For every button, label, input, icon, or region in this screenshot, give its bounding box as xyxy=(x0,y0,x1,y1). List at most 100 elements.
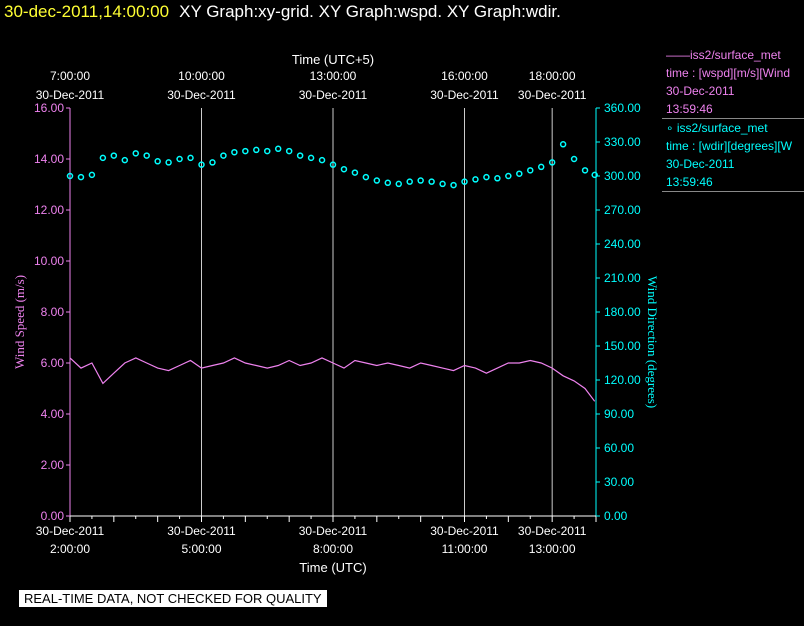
bottom-tick-date: 30-Dec-2011 xyxy=(36,524,105,538)
wind-direction-point xyxy=(88,171,96,179)
wind-direction-point xyxy=(570,155,578,163)
wind-direction-point xyxy=(209,159,216,166)
wind-direction-point xyxy=(537,163,545,171)
wind-direction-point xyxy=(99,154,107,162)
top-tick-date: 30-Dec-2011 xyxy=(299,88,368,102)
right-tick-label: 30.00 xyxy=(604,475,634,489)
right-tick-label: 330.00 xyxy=(604,135,641,149)
wind-direction-point xyxy=(264,147,271,155)
top-tick-date: 30-Dec-2011 xyxy=(430,88,499,102)
title-graph-names: XY Graph:xy-grid. XY Graph:wspd. XY Grap… xyxy=(179,2,561,21)
bottom-tick-date: 30-Dec-2011 xyxy=(167,524,236,538)
wind-direction-point xyxy=(154,158,161,165)
top-tick-time: 16:00:00 xyxy=(441,69,488,83)
left-tick-label: 0.00 xyxy=(41,509,65,523)
legend-source: iss2/surface_met xyxy=(676,121,768,135)
wind-direction-point xyxy=(450,181,457,189)
wind-direction-point xyxy=(307,154,315,162)
wind-direction-point xyxy=(527,167,534,174)
wind-direction-point xyxy=(198,161,205,168)
wind-direction-point xyxy=(384,179,392,187)
legend-wind-direction: ∘ iss2/surface_met time : [wdir][degrees… xyxy=(666,119,804,191)
right-tick-label: 0.00 xyxy=(604,509,628,523)
wind-direction-point xyxy=(121,156,129,164)
wind-direction-point xyxy=(329,161,337,168)
top-tick-date: 30-Dec-2011 xyxy=(518,88,587,102)
left-tick-label: 12.00 xyxy=(34,203,64,217)
right-tick-label: 180.00 xyxy=(604,305,641,319)
bottom-tick-time: 11:00:00 xyxy=(442,542,488,556)
axes xyxy=(66,107,600,522)
wind-direction-point xyxy=(417,177,424,184)
legend-divider xyxy=(662,191,804,192)
right-tick-label: 270.00 xyxy=(604,203,641,217)
wind-direction-point xyxy=(472,176,479,183)
legend-date: 30-Dec-2011 xyxy=(666,84,735,98)
axis-labels: 0.00 2.00 4.00 6.00 8.00 10.00 12.00 14.00 16.00… xyxy=(12,52,660,575)
bottom-tick-time: 13:00:00 xyxy=(529,542,576,556)
left-tick-label: 6.00 xyxy=(41,356,65,370)
graph-title: 30-dec-2011,14:00:00 XY Graph:xy-grid. XY… xyxy=(4,2,561,22)
left-tick-label: 2.00 xyxy=(41,458,65,472)
wind-direction-point xyxy=(231,148,238,156)
bottom-tick-time: 2:00:00 xyxy=(50,542,90,556)
top-tick-date: 30-Dec-2011 xyxy=(36,88,105,102)
wind-direction-point xyxy=(494,175,501,182)
bottom-tick-time: 5:00:00 xyxy=(181,542,221,556)
left-tick-label: 4.00 xyxy=(41,407,65,421)
right-axis-title: Wind Direction (degrees) xyxy=(645,276,660,408)
right-tick-label: 300.00 xyxy=(604,169,641,183)
right-tick-label: 90.00 xyxy=(604,407,634,421)
wind-direction-point xyxy=(274,145,282,153)
wind-direction-point xyxy=(439,180,446,188)
legend-variable: time : [wdir][degrees][W xyxy=(666,139,793,153)
wind-direction-point xyxy=(548,159,556,166)
legend-source: iss2/surface_met xyxy=(690,48,781,62)
wind-speed-line xyxy=(69,357,596,402)
wind-direction-point xyxy=(165,159,172,166)
right-tick-label: 120.00 xyxy=(604,373,641,387)
right-tick-label: 240.00 xyxy=(604,237,641,251)
right-tick-label: 360.00 xyxy=(604,101,641,115)
wind-direction-point xyxy=(505,172,512,180)
wind-direction-point xyxy=(132,150,139,157)
top-tick-time: 13:00:00 xyxy=(310,69,357,83)
left-tick-label: 10.00 xyxy=(34,254,64,268)
title-datetime: 30-dec-2011,14:00:00 xyxy=(4,2,170,21)
vertical-grid xyxy=(69,108,553,516)
wind-direction-point xyxy=(516,170,523,177)
bottom-axis-title: Time (UTC) xyxy=(299,560,366,575)
top-tick-time: 7:00:00 xyxy=(50,69,90,83)
left-tick-label: 8.00 xyxy=(41,305,65,319)
wind-direction-point xyxy=(285,147,293,155)
right-tick-label: 210.00 xyxy=(604,271,641,285)
wind-direction-point xyxy=(581,167,589,174)
legend-time: 13:59:46 xyxy=(666,102,713,116)
wind-direction-point xyxy=(351,169,359,176)
wind-direction-point xyxy=(176,155,183,163)
right-tick-label: 150.00 xyxy=(604,339,641,353)
bottom-tick-time: 8:00:00 xyxy=(313,542,353,556)
wind-direction-point xyxy=(66,172,74,180)
wind-direction-point xyxy=(253,146,260,154)
wind-direction-point xyxy=(340,165,348,173)
wind-direction-point xyxy=(77,173,85,181)
bottom-tick-date: 30-Dec-2011 xyxy=(299,524,368,538)
top-tick-time: 10:00:00 xyxy=(178,69,225,83)
quality-warning: REAL-TIME DATA, NOT CHECKED FOR QUALITY xyxy=(19,590,327,607)
wind-direction-point xyxy=(461,178,468,185)
legend-variable: time : [wspd][m/s][Wind xyxy=(666,66,791,80)
top-tick-time: 18:00:00 xyxy=(529,69,576,83)
wind-direction-point xyxy=(428,178,435,185)
legend-time: 13:59:46 xyxy=(666,175,713,189)
wind-direction-point xyxy=(591,171,598,179)
wind-direction-point xyxy=(143,152,150,159)
bottom-tick-date: 30-Dec-2011 xyxy=(430,524,499,538)
wind-direction-point xyxy=(373,177,381,184)
wind-direction-point xyxy=(187,154,194,162)
left-axis-title: Wind Speed (m/s) xyxy=(12,275,27,369)
top-axis-title: Time (UTC+5) xyxy=(292,52,374,67)
wind-direction-point xyxy=(559,141,567,148)
left-tick-label: 16.00 xyxy=(34,101,64,115)
